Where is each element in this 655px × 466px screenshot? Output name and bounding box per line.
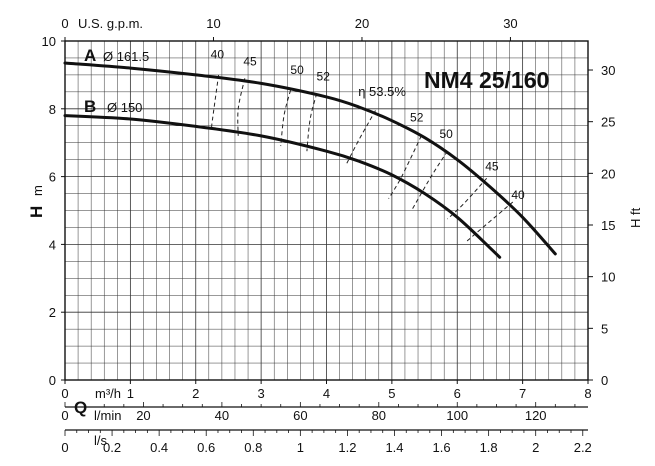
lmin-tick-label: 80 (372, 408, 386, 423)
m3h-tick-label: 3 (258, 386, 265, 401)
efficiency-label: 40 (511, 188, 525, 202)
lmin-tick-label: 40 (215, 408, 229, 423)
efficiency-label: 45 (243, 54, 257, 68)
m3h-tick-label: 5 (388, 386, 395, 401)
top-tick-label: 30 (503, 16, 517, 31)
unit-ls: l/s (94, 433, 108, 448)
ls-tick-label: 2.2 (574, 440, 592, 455)
efficiency-label: 45 (485, 159, 499, 173)
right-tick-label: 15 (601, 218, 615, 233)
right-tick-label: 20 (601, 166, 615, 181)
left-tick-label: 6 (49, 170, 56, 185)
efficiency-line (466, 201, 514, 242)
efficiency-label: η 53.5% (358, 84, 406, 99)
left-tick-label: 10 (42, 34, 56, 49)
m3h-tick-label: 4 (323, 386, 330, 401)
ylabel-left: H (27, 206, 46, 218)
ls-tick-label: 1 (297, 440, 304, 455)
series-b-name: B (84, 97, 96, 116)
xlabel-q: Q (74, 398, 87, 417)
m3h-tick-label: 0 (61, 386, 68, 401)
ls-tick-label: 0.8 (244, 440, 262, 455)
efficiency-line (411, 150, 448, 211)
ls-tick-label: 0 (61, 440, 68, 455)
efficiency-line (211, 74, 220, 128)
m3h-tick-label: 6 (454, 386, 461, 401)
series-a-name: A (84, 46, 96, 65)
left-tick-label: 4 (49, 237, 56, 252)
ls-tick-label: 1.4 (385, 440, 403, 455)
lmin-tick-label: 20 (136, 408, 150, 423)
unit-gpm: U.S. g.p.m. (78, 16, 143, 31)
curve-series-a (63, 61, 557, 256)
lmin-tick-label: 100 (446, 408, 468, 423)
ls-tick-label: 1.6 (433, 440, 451, 455)
grid-layer (64, 40, 589, 381)
left-tick-label: 8 (49, 102, 56, 117)
ls-tick-label: 0.6 (197, 440, 215, 455)
right-tick-label: 30 (601, 63, 615, 78)
m3h-tick-label: 7 (519, 386, 526, 401)
label-layer: NM4 25/160 H m H ft Q m³/h l/min l/s U.S… (27, 16, 643, 448)
efficiency-line (306, 93, 318, 152)
top-tick-label: 10 (206, 16, 220, 31)
curve-layer (63, 61, 557, 259)
m3h-tick-label: 1 (127, 386, 134, 401)
efficiency-line (280, 90, 291, 147)
left-tick-label: 0 (49, 373, 56, 388)
right-tick-label: 10 (601, 270, 615, 285)
efficiency-line (388, 135, 422, 199)
right-tick-label: 0 (601, 373, 608, 388)
unit-lmin: l/min (94, 408, 121, 423)
lmin-tick-label: 120 (525, 408, 547, 423)
ls-tick-label: 2 (532, 440, 539, 455)
efficiency-label: 50 (290, 63, 304, 77)
efficiency-label: 50 (439, 127, 453, 141)
ls-tick-label: 1.8 (480, 440, 498, 455)
ylabel-right: H ft (628, 207, 643, 228)
ls-tick-label: 1.2 (338, 440, 356, 455)
ls-tick-label: 0.4 (150, 440, 168, 455)
right-tick-label: 25 (601, 115, 615, 130)
unit-m3h: m³/h (95, 386, 121, 401)
efficiency-line (237, 78, 246, 136)
ls-tick-label: 0.2 (103, 440, 121, 455)
m3h-tick-label: 2 (192, 386, 199, 401)
right-tick-label: 5 (601, 321, 608, 336)
efficiency-line (345, 110, 376, 165)
series-a-diameter: Ø 161.5 (103, 49, 149, 64)
efficiency-label: 40 (211, 48, 225, 62)
efficiency-line (447, 177, 488, 220)
chart-title: NM4 25/160 (424, 67, 549, 93)
lmin-tick-label: 60 (293, 408, 307, 423)
lmin-tick-label: 0 (61, 408, 68, 423)
efficiency-label: 52 (410, 110, 424, 124)
curve-series-b (63, 114, 502, 259)
m3h-tick-label: 8 (584, 386, 591, 401)
efficiency-label: 52 (317, 70, 331, 84)
top-tick-label: 20 (355, 16, 369, 31)
ylabel-left-unit: m (30, 185, 45, 196)
left-tick-label: 2 (49, 305, 56, 320)
top-tick-label: 0 (61, 16, 68, 31)
series-b-diameter: Ø 150 (107, 100, 142, 115)
